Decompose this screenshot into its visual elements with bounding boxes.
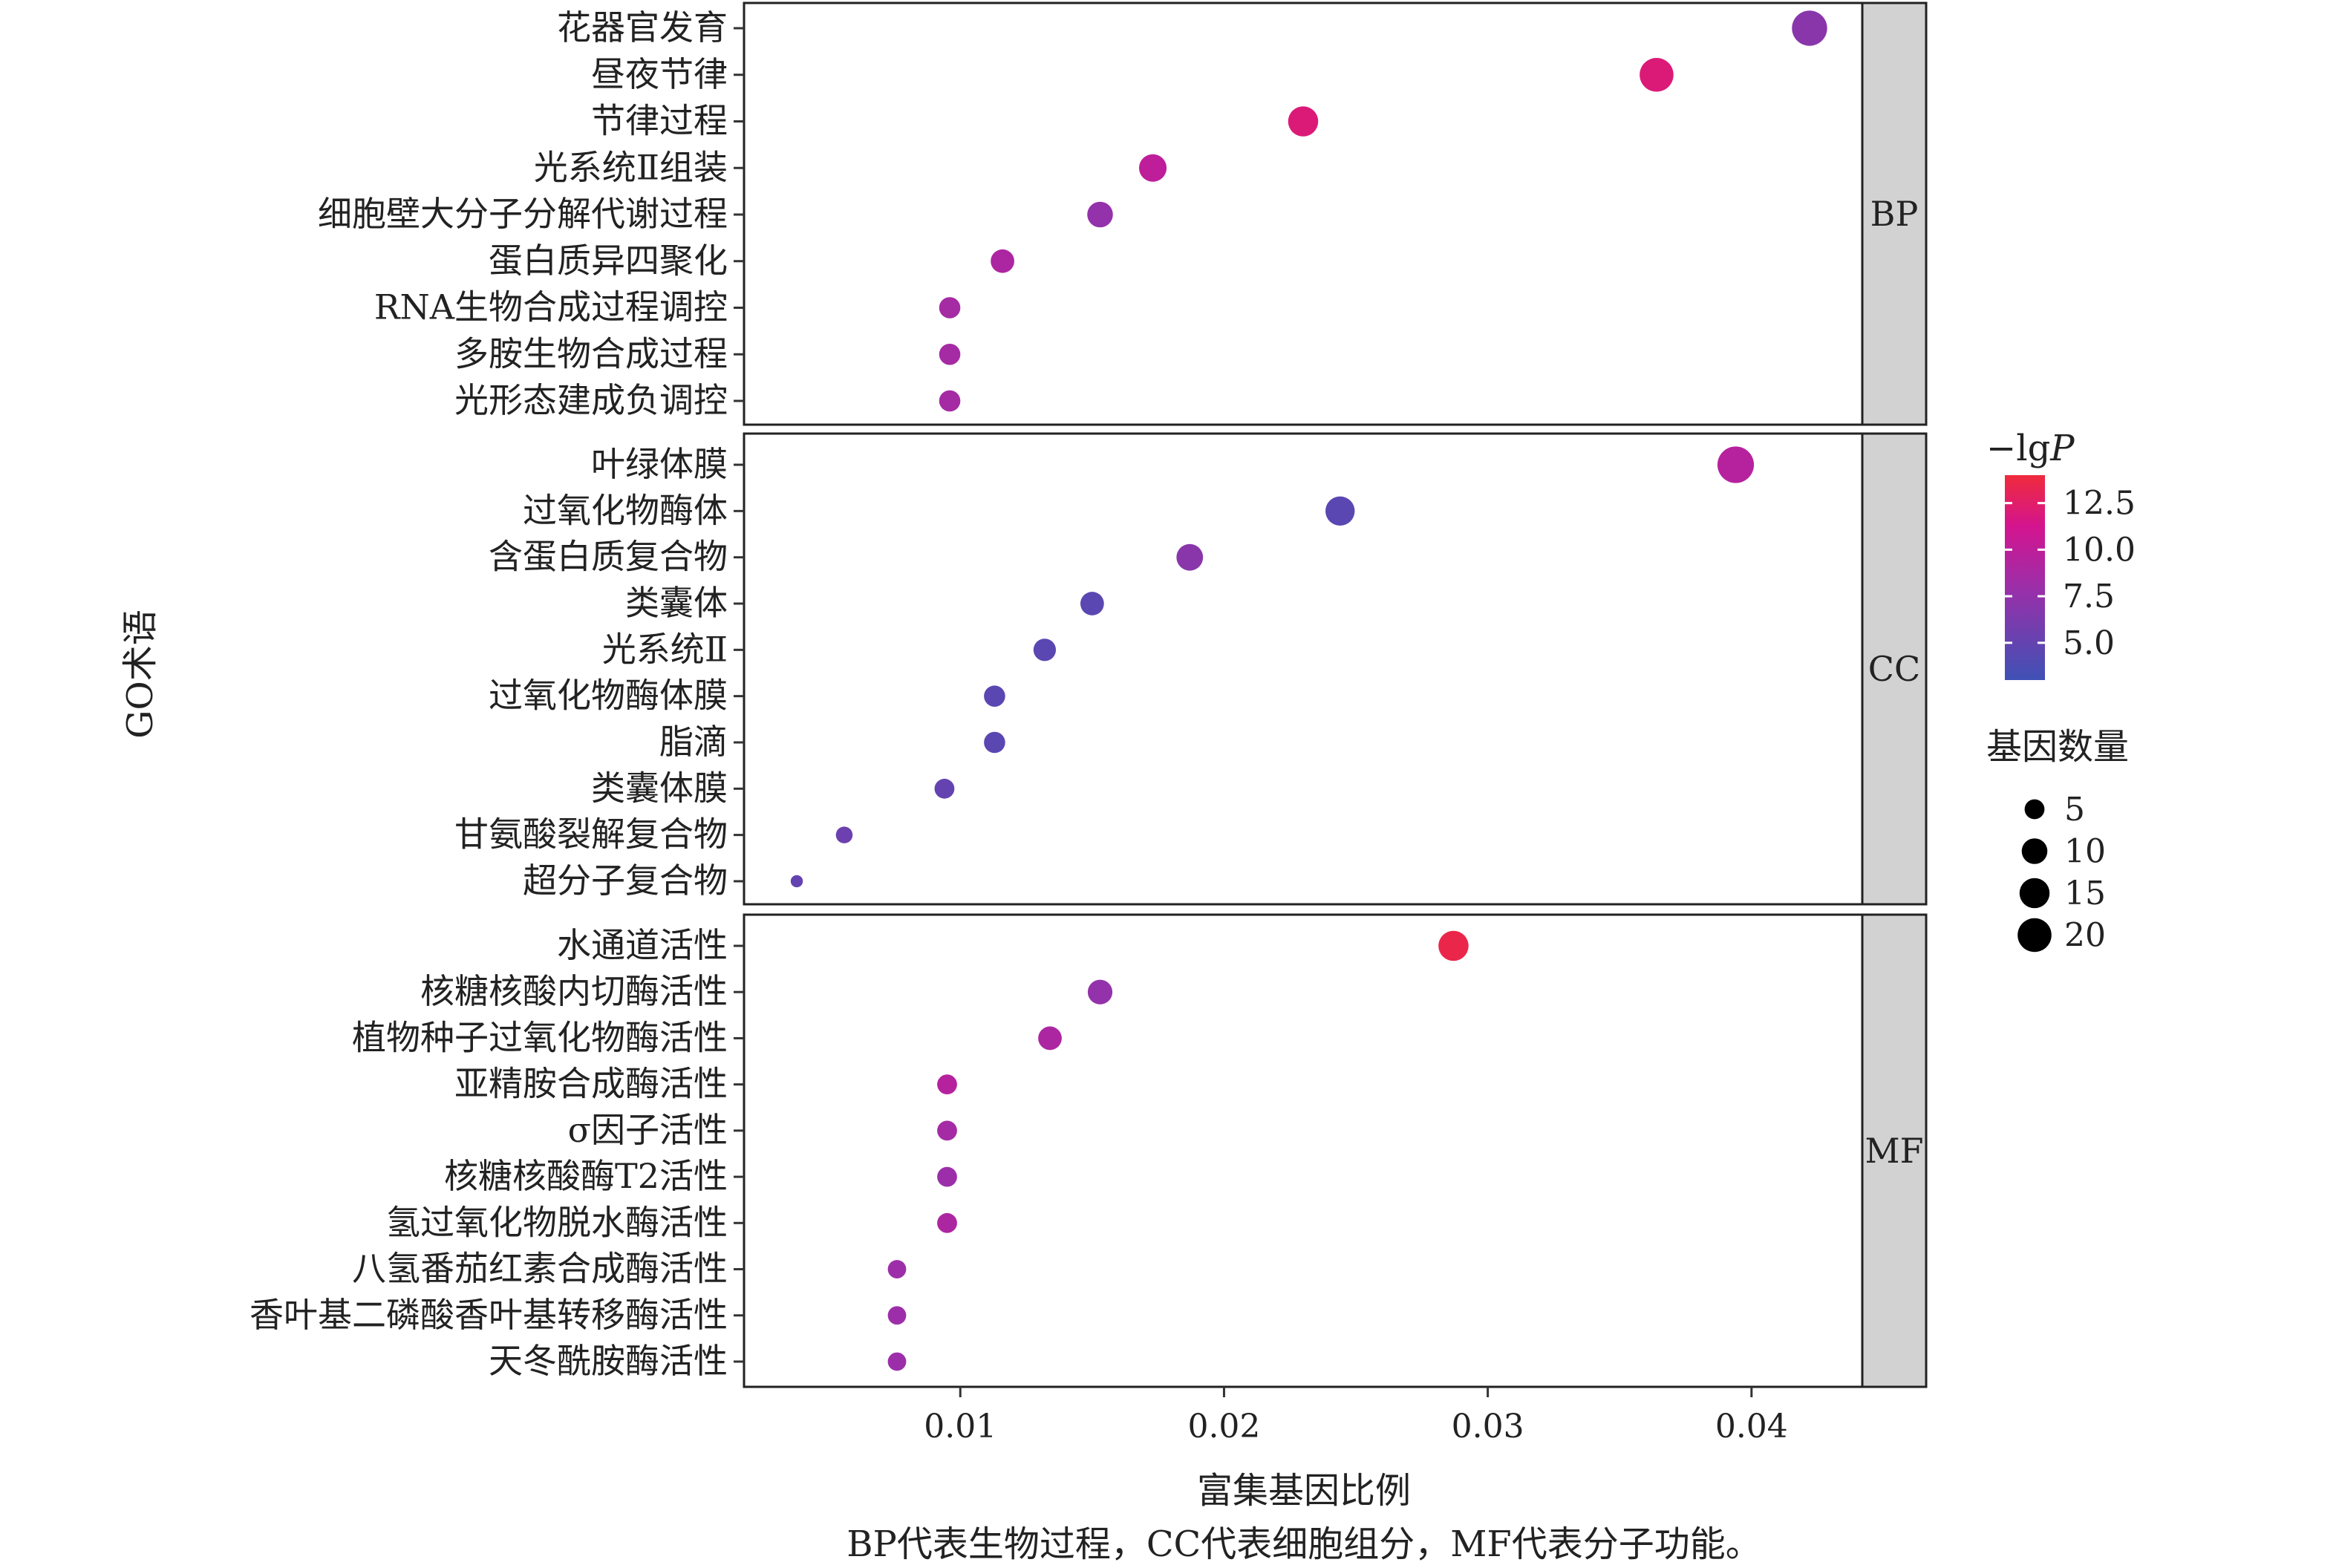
go-term-label: 香叶基二磷酸香叶基转移酶活性 — [249, 1295, 728, 1335]
axis-labels: BP 花器官发育昼夜节律节律过程光系统Ⅱ组装细胞壁大分子分解代谢过程蛋白质异四聚化… — [249, 7, 1924, 1446]
go-term-label: 多胺生物合成过程 — [454, 333, 728, 373]
facet-strip — [1861, 1, 1928, 426]
data-point — [937, 1120, 957, 1141]
go-term-label: 氢过氧化物脱水酶活性 — [386, 1202, 728, 1242]
data-point — [937, 1074, 957, 1095]
x-tick-label: 0.01 — [924, 1408, 996, 1446]
facet-strip — [1861, 432, 1928, 906]
go-term-label: 类囊体膜 — [591, 768, 728, 808]
data-point — [1717, 446, 1755, 483]
go-term-label: 光系统Ⅱ — [602, 629, 728, 669]
go-term-label: RNA生物合成过程调控 — [374, 287, 728, 327]
go-term-label: 节律过程 — [591, 101, 728, 141]
x-tick-label: 0.04 — [1715, 1408, 1788, 1446]
data-point — [1138, 154, 1167, 182]
go-term-label: 植物种子过氧化物酶活性 — [352, 1017, 728, 1057]
data-point — [1640, 57, 1674, 92]
go-term-label: 光形态建成负调控 — [454, 380, 728, 420]
size-legend: 基因数量 5 10 15 20 — [1986, 726, 2129, 955]
data-point — [939, 343, 961, 365]
color-legend: −lgP 12.5 10.0 7.5 5.0 — [1986, 428, 2136, 680]
color-legend-title: −lgP — [1986, 428, 2075, 469]
go-term-label: 叶绿体膜 — [591, 444, 728, 484]
go-term-label: 过氧化物酶体膜 — [489, 676, 728, 716]
color-legend-tick-label: 7.5 — [2063, 578, 2115, 615]
go-term-label: 水通道活性 — [557, 925, 728, 965]
go-term-label: 亚精胺合成酶活性 — [454, 1064, 728, 1104]
data-point — [1325, 496, 1355, 526]
data-point — [984, 731, 1005, 754]
panel-background — [744, 434, 1862, 904]
data-point — [887, 1260, 907, 1278]
data-point — [1792, 10, 1827, 46]
data-point — [1176, 543, 1204, 571]
data-point — [887, 1306, 907, 1325]
figure-caption: BP代表生物过程，CC代表细胞组分，MF代表分子功能。 — [846, 1523, 1761, 1565]
panels — [743, 1, 1928, 1388]
facet-strip — [1861, 913, 1928, 1388]
go-term-label: 类囊体 — [625, 583, 728, 623]
data-points — [790, 10, 1827, 1371]
facet-strip-label: BP — [1870, 194, 1919, 234]
data-point — [835, 826, 853, 843]
go-term-label: 光系统Ⅱ组装 — [534, 147, 728, 187]
go-term-label: 含蛋白质复合物 — [489, 537, 728, 577]
data-point — [991, 249, 1014, 273]
go-term-label: 超分子复合物 — [523, 860, 728, 901]
x-tick-label: 0.02 — [1187, 1408, 1260, 1446]
data-point — [939, 390, 961, 412]
go-term-label: 花器官发育 — [557, 7, 728, 48]
go-term-label: 核糖核酸内切酶活性 — [420, 971, 728, 1011]
data-point — [1038, 1026, 1062, 1051]
data-point — [887, 1352, 907, 1371]
facet-strip-label: CC — [1868, 649, 1920, 689]
size-legend-title: 基因数量 — [1986, 726, 2129, 768]
go-term-label: 核糖核酸酶T2活性 — [444, 1156, 728, 1196]
data-point — [1087, 201, 1113, 228]
panel-background — [744, 915, 1862, 1387]
go-term-label: 脂滴 — [659, 722, 728, 762]
size-legend-items: 5 10 15 20 — [2017, 791, 2106, 955]
go-term-label: 昼夜节律 — [591, 54, 728, 94]
size-legend-label: 20 — [2064, 917, 2106, 955]
size-legend-key — [2024, 799, 2045, 820]
data-point — [1033, 638, 1057, 662]
x-axis-title: 富集基因比例 — [1197, 1470, 1411, 1512]
color-legend-tick-label: 5.0 — [2063, 624, 2115, 662]
go-term-label: 八氢番茄红素合成酶活性 — [352, 1249, 728, 1289]
data-point — [790, 875, 803, 888]
size-legend-key — [2017, 918, 2052, 953]
data-point — [1438, 930, 1469, 961]
data-point — [937, 1166, 957, 1187]
size-legend-label: 5 — [2064, 791, 2085, 829]
color-legend-bar — [2005, 475, 2045, 680]
color-legend-tick-label: 12.5 — [2063, 485, 2136, 523]
data-point — [1080, 592, 1104, 615]
size-legend-label: 15 — [2064, 875, 2106, 912]
go-term-label: 过氧化物酶体 — [523, 490, 728, 530]
go-term-label: 蛋白质异四聚化 — [489, 241, 728, 281]
y-axis-title: GO术语 — [120, 610, 161, 739]
color-legend-title-prefix: −lg — [1986, 428, 2050, 469]
data-point — [1288, 106, 1319, 137]
size-legend-key — [2019, 878, 2050, 909]
data-point — [939, 297, 961, 318]
size-legend-label: 10 — [2064, 833, 2106, 871]
data-point — [984, 685, 1005, 707]
go-term-label: 细胞壁大分子分解代谢过程 — [318, 194, 728, 234]
color-legend-tick-label: 10.0 — [2063, 531, 2136, 569]
data-point — [934, 778, 955, 799]
panel-background — [744, 3, 1862, 425]
facet-strip-label: MF — [1865, 1131, 1923, 1171]
go-term-label: 天冬酰胺酶活性 — [489, 1341, 728, 1381]
color-legend-ticks: 12.5 10.0 7.5 5.0 — [2005, 485, 2136, 662]
color-legend-title-italic: P — [2049, 428, 2075, 469]
data-point — [1087, 979, 1113, 1004]
go-term-label: 甘氨酸裂解复合物 — [454, 814, 728, 855]
data-point — [937, 1212, 957, 1233]
x-tick-label: 0.03 — [1452, 1408, 1524, 1446]
size-legend-key — [2021, 838, 2048, 864]
go-term-label: σ因子活性 — [568, 1110, 728, 1150]
